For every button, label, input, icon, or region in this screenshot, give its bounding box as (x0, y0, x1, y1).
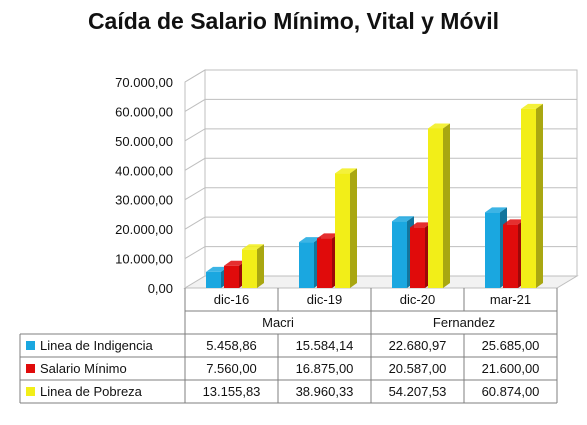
data-label: 7.560,00 (206, 361, 257, 376)
bar-front (428, 128, 443, 288)
gridline (184, 157, 577, 171)
gridline (184, 69, 577, 83)
bar (242, 244, 264, 288)
bar-front (299, 242, 314, 288)
bar-front (410, 227, 425, 288)
data-label: 5.458,86 (206, 338, 257, 353)
x-tick-label: mar-21 (490, 292, 531, 307)
data-label: 22.680,97 (389, 338, 447, 353)
bar (521, 103, 543, 289)
bar-front (242, 249, 257, 288)
y-tick-label: 70.000,00 (115, 75, 173, 90)
bar-top (335, 168, 357, 174)
bar-top (224, 260, 246, 266)
legend-label: Salario Mínimo (40, 361, 127, 376)
data-label: 60.874,00 (482, 384, 540, 399)
bar-top (410, 222, 432, 228)
bar-top (299, 237, 321, 243)
bar-front (224, 265, 239, 288)
data-label: 54.207,53 (389, 384, 447, 399)
y-tick-label: 20.000,00 (115, 222, 173, 237)
bar-top (428, 123, 450, 129)
bar-front (392, 221, 407, 288)
y-tick-label: 30.000,00 (115, 193, 173, 208)
y-tick-label: 10.000,00 (115, 252, 173, 267)
bar-front (206, 271, 221, 288)
bar-top (503, 219, 525, 225)
y-tick-label: 50.000,00 (115, 134, 173, 149)
legend-swatch (26, 341, 35, 350)
bar (335, 168, 357, 288)
gridline (184, 216, 577, 230)
bar-top (392, 216, 414, 222)
gridline (184, 187, 577, 201)
x-tick-label: dic-16 (214, 292, 249, 307)
gridline (184, 128, 577, 142)
bar-side (350, 168, 357, 288)
bar (428, 123, 450, 289)
bar-front (521, 108, 536, 289)
bar-front (335, 173, 350, 288)
bar-side (257, 244, 264, 288)
legend-swatch (26, 364, 35, 373)
group-label: Macri (262, 315, 294, 330)
data-label: 15.584,14 (296, 338, 354, 353)
legend-label: Linea de Indigencia (40, 338, 154, 353)
bar-side (536, 103, 543, 289)
data-label: 13.155,83 (203, 384, 261, 399)
y-tick-label: 0,00 (148, 281, 173, 296)
data-label: 20.587,00 (389, 361, 447, 376)
data-label: 21.600,00 (482, 361, 540, 376)
gridline (184, 246, 577, 260)
y-tick-label: 40.000,00 (115, 163, 173, 178)
data-label: 25.685,00 (482, 338, 540, 353)
bar-top (317, 233, 339, 239)
x-tick-label: dic-19 (307, 292, 342, 307)
data-label: 16.875,00 (296, 361, 354, 376)
bar-front (485, 212, 500, 288)
bar-top (521, 103, 543, 109)
legend-swatch (26, 387, 35, 396)
chart-title: Caída de Salario Mínimo, Vital y Móvil (87, 8, 500, 34)
bar-side (443, 123, 450, 289)
side-wall (184, 69, 206, 289)
group-label: Fernandez (433, 315, 495, 330)
bar-front (503, 224, 518, 288)
x-tick-label: dic-20 (400, 292, 435, 307)
y-tick-label: 60.000,00 (115, 104, 173, 119)
gridline (184, 98, 577, 112)
legend-label: Linea de Pobreza (40, 384, 143, 399)
bar-top (206, 266, 228, 272)
bar-top (485, 207, 507, 213)
data-label: 38.960,33 (296, 384, 354, 399)
bar-front (317, 238, 332, 288)
bar-top (242, 244, 264, 250)
